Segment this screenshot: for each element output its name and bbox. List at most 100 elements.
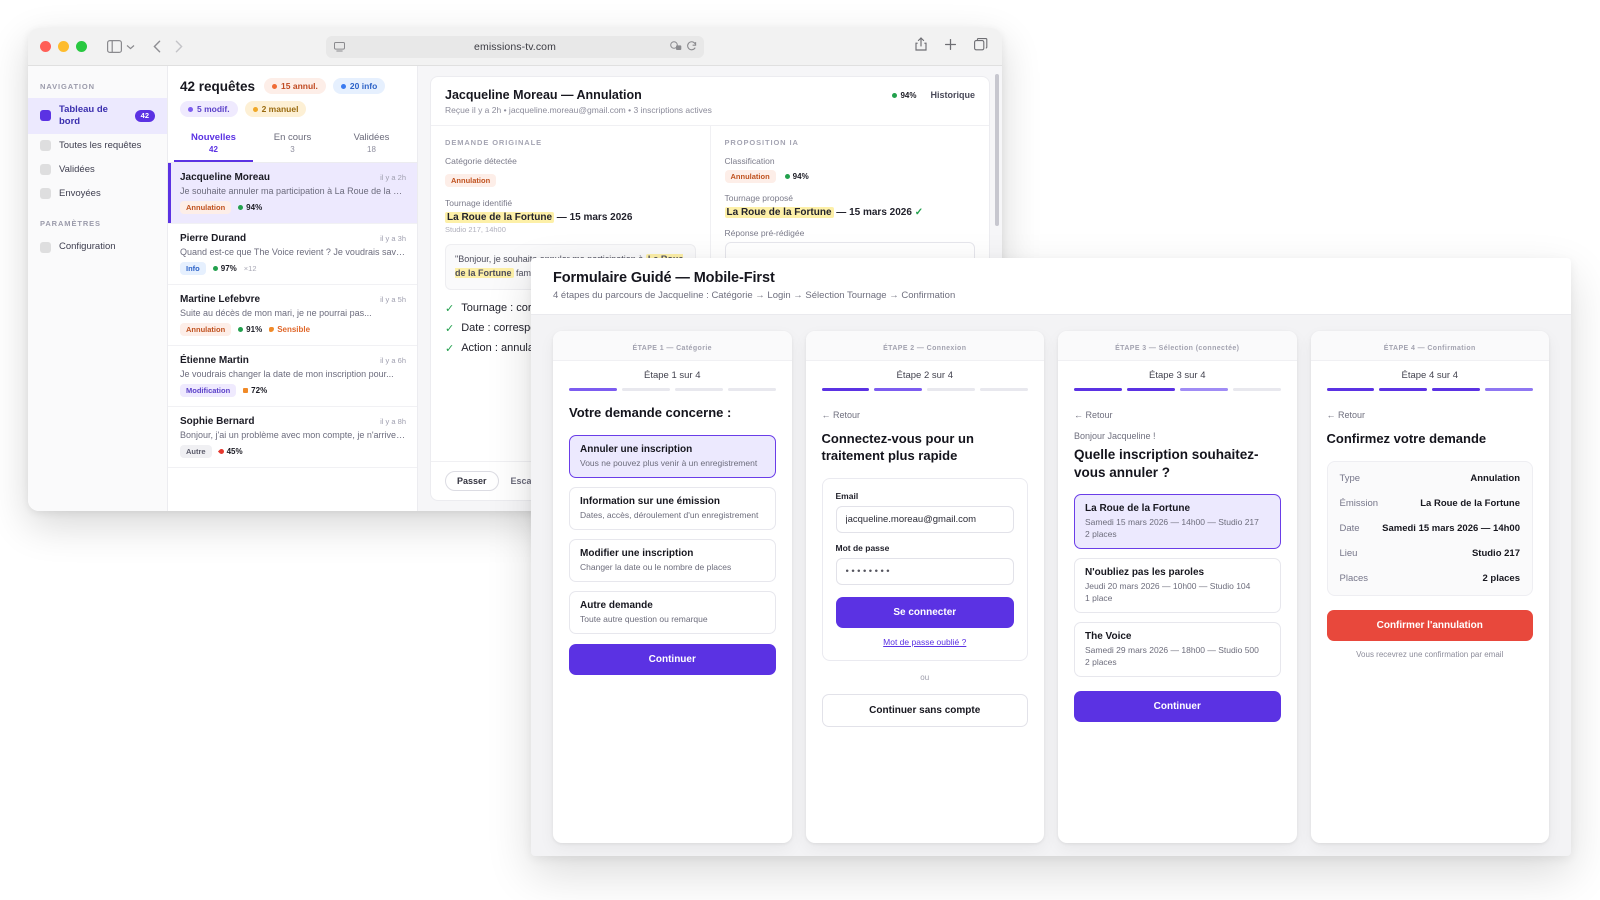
summary-key: Lieu [1339, 547, 1358, 559]
shoot-label: Tournage identifié [445, 198, 513, 208]
history-link[interactable]: Historique [930, 90, 975, 100]
back-arrow-icon[interactable] [153, 40, 161, 53]
share-icon[interactable] [915, 37, 927, 56]
reader-icon[interactable] [334, 41, 345, 52]
list-item: Date Samedi 15 mars 2026 — 14h00 [1340, 516, 1521, 541]
step-card-2: ÉTAPE 2 — Connexion Étape 2 sur 4 ← Reto… [805, 331, 1044, 843]
stat-chip-info[interactable]: 20 info [332, 78, 386, 94]
progress-segment [1232, 388, 1281, 391]
step-card-label: ÉTAPE 1 — Catégorie [632, 345, 712, 352]
detail-scrollbar[interactable] [995, 74, 999, 226]
step-1-continue-button[interactable]: Continuer [569, 643, 776, 675]
sidebar-item-badge: 42 [134, 110, 155, 122]
table-row[interactable]: Étienne Martin il y a 6h Je voudrais cha… [168, 346, 417, 407]
shoot-value: La Roue de la Fortune — 15 mars 2026 [445, 212, 696, 223]
tab-en-cours[interactable]: En cours 3 [253, 126, 332, 162]
stat-chip-modifications[interactable]: 5 modif. [180, 101, 238, 117]
sidebar-item-label: Configuration [59, 241, 116, 253]
sidebar-item-validees[interactable]: Validées [28, 158, 167, 182]
confirmation-note: Vous recevrez une confirmation par email [1356, 649, 1504, 659]
confirm-cancellation-button[interactable]: Confirmer l'annulation [1326, 609, 1533, 641]
step-4-back-link[interactable]: ← Retour [1326, 410, 1366, 420]
close-window-button[interactable] [40, 41, 51, 52]
tab-overview-icon[interactable] [974, 37, 988, 56]
progress-segment [569, 388, 617, 391]
check-icon: ✓ [914, 207, 924, 218]
request-snippet: Bonjour, j'ai un problème avec mon compt… [180, 430, 406, 440]
tab-nouvelles[interactable]: Nouvelles 42 [174, 126, 253, 162]
category-option-annuler[interactable]: Annuler une inscription Vous ne pouvez p… [569, 434, 776, 478]
option-subtitle: Vous ne pouvez plus venir à un enregistr… [580, 457, 758, 468]
tab-label: Nouvelles [191, 132, 236, 143]
shoot-date: — 15 mars 2026 [556, 212, 633, 223]
email-field[interactable] [835, 505, 1014, 533]
category-option-modifier[interactable]: Modifier une inscription Changer la date… [569, 538, 776, 582]
progress-segment [1179, 388, 1228, 391]
reservation-places: 1 place [1085, 593, 1113, 604]
new-tab-icon[interactable] [944, 38, 957, 56]
minimize-window-button[interactable] [58, 41, 69, 52]
reservation-datetime: Samedi 29 mars 2026 — 18h00 — Studio 500 [1085, 645, 1259, 656]
request-name: Jacqueline Moreau [180, 172, 271, 183]
table-row[interactable]: Jacqueline Moreau il y a 2h Je souhaite … [168, 163, 417, 224]
progress-segment [1074, 388, 1122, 391]
forgot-password-link[interactable]: Mot de passe oublié ? [883, 636, 967, 647]
step-3-continue-button[interactable]: Continuer [1074, 691, 1281, 723]
step-counter-label: Étape 2 sur 4 [896, 370, 953, 381]
heart-icon [269, 327, 275, 332]
category-option-information[interactable]: Information sur une émission Dates, accè… [569, 486, 776, 530]
list-item: Places 2 places [1340, 566, 1521, 591]
status-badge: Modification [180, 384, 237, 397]
request-time: il y a 2h [380, 173, 406, 182]
login-button[interactable]: Se connecter [835, 596, 1014, 628]
sidebar-item-envoyees[interactable]: Envoyées [28, 182, 167, 206]
step-3-back-link[interactable]: ← Retour [1074, 410, 1113, 420]
tab-count: 3 [290, 145, 295, 154]
reservation-datetime: Samedi 15 mars 2026 — 14h00 — Studio 217 [1085, 517, 1259, 528]
table-row[interactable]: Pierre Durand il y a 3h Quand est-ce que… [168, 224, 417, 285]
forward-arrow-icon[interactable] [175, 40, 183, 53]
request-list-header: 42 requêtes 15 annul. 20 info 5 modif. 2… [168, 66, 417, 126]
continue-without-account-button[interactable]: Continuer sans compte [821, 693, 1028, 727]
sidebar-item-tableau-de-bord[interactable]: Tableau de bord 42 [28, 98, 167, 134]
category-option-autre[interactable]: Autre demande Toute autre question ou re… [569, 590, 776, 634]
stat-chip-annulations[interactable]: 15 annul. [264, 78, 326, 94]
sidebar-item-toutes-les-requetes[interactable]: Toutes les requêtes [28, 134, 167, 158]
skip-button[interactable]: Passer [445, 471, 499, 491]
alert-icon [217, 447, 225, 456]
reservation-option-roue-de-la-fortune[interactable]: La Roue de la Fortune Samedi 15 mars 202… [1074, 494, 1281, 550]
maximize-window-button[interactable] [76, 41, 87, 52]
stat-chip-manuel[interactable]: 2 manuel [244, 101, 307, 117]
request-time: il y a 8h [380, 417, 406, 426]
window-traffic-lights[interactable] [40, 41, 87, 52]
nav-section-navigation-title: NAVIGATION [40, 82, 95, 91]
tab-count: 42 [209, 145, 218, 154]
reload-icon[interactable] [687, 38, 697, 56]
browser-chrome: emissions-tv.com [28, 28, 1002, 66]
reservation-option-the-voice[interactable]: The Voice Samedi 29 mars 2026 — 18h00 — … [1074, 622, 1281, 678]
password-field[interactable] [835, 557, 1014, 585]
option-title: Modifier une inscription [580, 547, 694, 559]
progress-segment [674, 388, 723, 391]
extensions-icon[interactable] [670, 38, 682, 56]
pane-title: PROPOSITION IA [724, 138, 799, 147]
reservation-option-noubliez-pas-les-paroles[interactable]: N'oubliez pas les paroles Jeudi 20 mars … [1074, 558, 1281, 614]
step-2-back-link[interactable]: ← Retour [821, 410, 861, 420]
sidebar-item-label: Tableau de bord [59, 104, 108, 127]
list-item: ✓ Tournage : corr [445, 302, 536, 315]
request-name: Étienne Martin [180, 355, 249, 366]
proposal-value: La Roue de la Fortune — 15 mars 2026 ✓ [724, 207, 976, 218]
progress-segment [1432, 388, 1481, 391]
request-name: Pierre Durand [180, 233, 247, 244]
sidebar-item-configuration[interactable]: Configuration [28, 235, 167, 259]
step-cards-container: ÉTAPE 1 — Catégorie Étape 1 sur 4 Votre … [531, 315, 1571, 843]
progress-segment [1379, 388, 1428, 391]
table-row[interactable]: Martine Lefebvre il y a 5h Suite au décè… [168, 285, 417, 346]
detail-confidence-score: 94% [892, 91, 916, 100]
sidebar-toggle-icon[interactable] [107, 40, 122, 53]
tab-validees[interactable]: Validées 18 [332, 126, 411, 162]
address-bar[interactable]: emissions-tv.com [326, 35, 704, 58]
table-row[interactable]: Sophie Bernard il y a 8h Bonjour, j'ai u… [168, 407, 417, 468]
chevron-down-icon[interactable] [126, 44, 135, 50]
